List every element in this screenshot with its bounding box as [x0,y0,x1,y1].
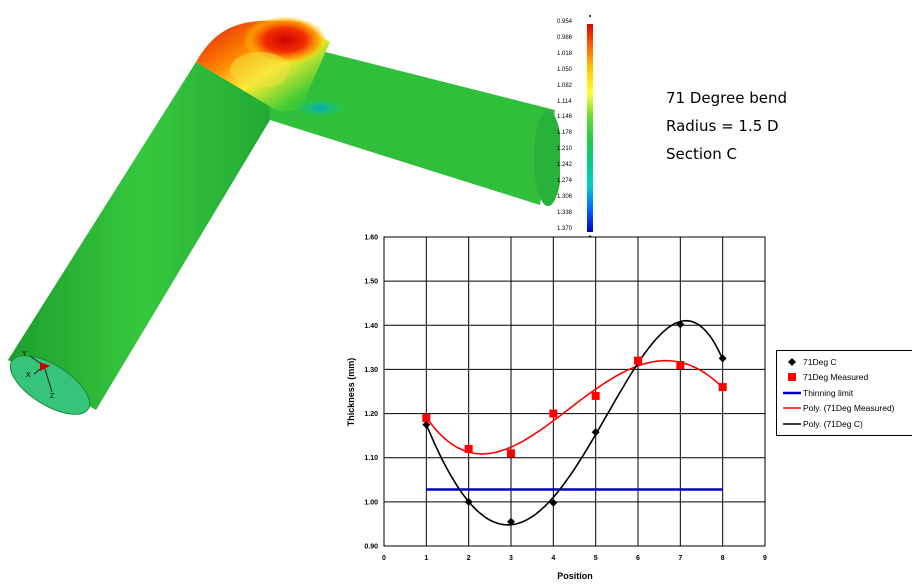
color-scale-value: 1.242 [557,162,573,169]
legend-blue-line-symbol [781,388,803,398]
measured-point [464,444,473,453]
simulated-point [718,354,727,363]
color-scale-value: 0.954 [557,19,573,25]
color-scale-value: 0.986 [557,34,573,41]
x-tick-label: 1 [424,555,428,562]
color-scale-value: 1.018 [557,50,573,57]
legend-item: Thinning limit [781,385,912,401]
simulated-point [591,428,600,437]
x-tick-label: 6 [636,555,640,562]
x-tick-label: 3 [509,555,513,562]
legend-red-line-symbol [781,403,803,413]
legend-item: Poly. (71Deg Measured) [781,401,912,417]
x-tick-label: 0 [382,555,386,562]
x-tick-label: 4 [551,555,555,562]
bend-annotation: 71 Degree bend Radius = 1.5 D Section C [666,84,787,168]
pipe-bend-contour-render: Y X Z [8,16,560,415]
color-scale-value: 1.082 [557,82,573,89]
bend-radius-text: Radius = 1.5 D [666,117,779,135]
measured-point [591,391,600,400]
y-tick-label: 1.60 [364,235,378,242]
color-scale-value: 1.370 [557,225,573,232]
color-scale-value: 1.210 [557,146,573,153]
scale-top-dot [589,15,591,17]
cool-zone [292,98,348,118]
legend-label: Poly. (71Deg C) [803,418,863,429]
measured-point [634,356,642,365]
y-tick-label: 1.40 [364,323,378,330]
legend-label: 71Deg Measured [803,372,869,383]
axis-x-label: X [26,372,31,379]
y-tick-label: 1.30 [364,367,378,374]
y-tick-label: 1.00 [364,499,378,506]
simulated-point [422,420,431,429]
legend-diamond-symbol [781,357,803,367]
fit-curve [425,319,724,526]
legend-item: 71Deg Measured [781,370,912,386]
pipe-lower-arm [8,62,276,410]
chart-grid [383,236,766,547]
x-tick-label: 8 [721,555,725,562]
axis-z-label: Z [50,393,55,400]
measured-point [422,413,431,422]
y-tick-label: 0.90 [364,544,378,551]
hot-zone [243,16,327,64]
y-tick-label: 1.10 [364,455,378,462]
legend-item: 71Deg C [781,354,912,370]
color-scale-value: 1.146 [557,114,573,121]
axis-triad: Y X Z [22,351,55,400]
section-text: Section C [666,145,737,163]
legend-square-symbol [781,372,803,382]
color-scale-value: 1.306 [557,193,573,200]
color-scale-value: 1.050 [557,66,573,73]
color-scale-value: 1.338 [557,209,573,216]
y-tick-label: 1.50 [364,279,378,286]
simulated-point [464,497,473,506]
measured-point [549,409,558,418]
yellow-zone [230,52,290,88]
color-scale-value: 1.274 [557,178,573,184]
color-scale-value: 1.114 [557,98,572,105]
simulated-point [676,320,685,329]
x-axis-label: Position [557,571,593,581]
simulated-point [549,498,558,507]
chart-fit-curves [425,319,724,526]
color-scale-bar [587,24,593,232]
color-scale-value: 1.178 [557,130,573,137]
chart-tick-labels: 0 1 2 3 4 5 6 7 8 9 0.90 1.00 1.10 1.20 1.30 1.40 1.50 1.… [364,235,767,563]
simulated-point [507,517,515,526]
legend-label: 71Deg C [803,356,837,367]
x-tick-label: 9 [763,555,767,562]
legend-item: Poly. (71Deg C) [781,416,912,432]
y-axis-label: Thickness (mm) [346,358,356,427]
axis-y-label: Y [22,351,27,358]
pipe-right-end [534,110,560,206]
fit-curve [425,359,724,455]
x-tick-label: 7 [678,555,682,562]
plot-area [383,236,766,547]
measured-point [676,361,685,370]
legend-black-line-symbol [781,419,803,429]
contour-color-scale: 0.954 0.986 1.018 1.050 1.082 1.114 1.146 1.178… [550,12,610,248]
x-tick-label: 2 [467,555,471,562]
chart-markers [422,320,727,526]
x-tick-label: 5 [594,555,598,562]
measured-point [718,383,727,392]
y-tick-label: 1.20 [364,411,378,418]
pipe-right-arm [262,36,555,205]
bend-angle-text: 71 Degree bend [666,89,787,107]
measured-point [507,449,515,458]
legend-label: Thinning limit [803,387,854,398]
legend-label: Poly. (71Deg Measured) [803,403,895,414]
chart-legend: 71Deg C 71Deg Measured Thinning limit Po… [776,350,912,436]
